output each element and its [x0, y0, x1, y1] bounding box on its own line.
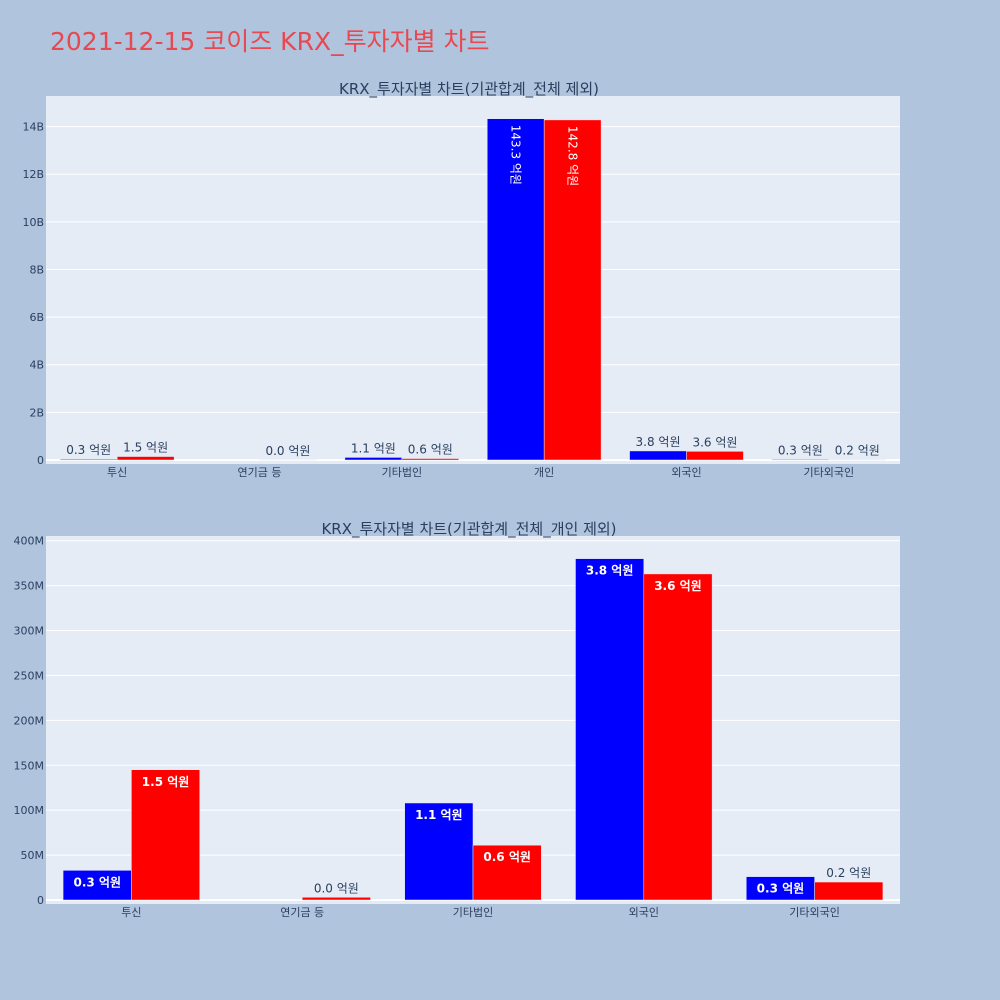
x-tick-label: 외국인 — [671, 466, 701, 479]
bar — [472, 844, 542, 901]
y-tick-label: 6B — [29, 311, 44, 324]
data-label: 3.8 억원 — [586, 564, 634, 578]
data-label: 3.8 억원 — [636, 435, 681, 449]
y-tick-label: 200M — [14, 714, 45, 727]
data-label: 1.1 억원 — [415, 808, 463, 822]
data-label: 0.6 억원 — [483, 850, 531, 864]
y-tick-label: 0 — [37, 454, 44, 467]
data-label: 0.6 억원 — [408, 443, 453, 457]
data-label: 1.5 억원 — [142, 775, 190, 789]
y-tick-label: 250M — [14, 669, 45, 682]
y-tick-label: 150M — [14, 759, 45, 772]
bar — [814, 881, 884, 901]
data-label: 142.8 억원 — [566, 126, 580, 186]
y-tick-label: 14B — [22, 121, 44, 134]
bar — [301, 897, 371, 901]
bar — [116, 456, 175, 461]
data-label: 1.5 억원 — [123, 441, 168, 455]
y-tick-label: 10B — [22, 216, 44, 229]
data-label: 1.1 억원 — [351, 441, 396, 455]
y-tick-label: 2B — [29, 406, 44, 419]
bar — [629, 450, 687, 461]
bar — [62, 870, 132, 901]
data-label: 0.0 억원 — [265, 444, 310, 458]
data-label: 143.3 억원 — [509, 125, 523, 185]
x-tick-label: 기타외국인 — [804, 466, 855, 479]
bar — [771, 459, 830, 461]
y-tick-label: 400M — [14, 535, 45, 548]
bar — [59, 458, 118, 461]
x-tick-label: 기타법인 — [453, 906, 493, 919]
data-label: 0.0 억원 — [314, 881, 359, 895]
chart-title-2: KRX_투자자별 차트(기관합계_전체_개인 제외) — [321, 520, 616, 539]
x-tick-label: 개인 — [534, 466, 554, 479]
y-tick-label: 300M — [14, 625, 45, 638]
page-title: 2021-12-15 코이즈 KRX_투자자별 차트 — [50, 27, 490, 56]
y-tick-label: 12B — [22, 168, 44, 181]
x-tick-label: 외국인 — [629, 906, 659, 919]
y-tick-label: 8B — [29, 263, 44, 276]
bar — [131, 769, 200, 901]
bar — [643, 573, 713, 901]
y-tick-label: 4B — [29, 359, 44, 372]
bar — [404, 802, 474, 901]
bar — [543, 119, 602, 461]
data-label: 0.2 억원 — [826, 866, 871, 880]
x-tick-label: 기타법인 — [382, 466, 422, 479]
data-label: 0.3 억원 — [778, 443, 823, 457]
y-tick-label: 100M — [14, 804, 45, 817]
y-tick-label: 0 — [37, 894, 44, 907]
chart-title-1: KRX_투자자별 차트(기관합계_전체 제외) — [339, 80, 599, 99]
data-label: 3.6 억원 — [692, 435, 737, 449]
x-tick-label: 연기금 등 — [280, 906, 324, 919]
y-tick-label: 350M — [14, 580, 45, 593]
x-tick-label: 연기금 등 — [238, 466, 282, 479]
x-tick-label: 투신 — [121, 906, 141, 919]
data-label: 0.3 억원 — [73, 875, 121, 889]
data-label: 0.2 억원 — [835, 444, 880, 458]
data-label: 3.6 억원 — [654, 579, 702, 593]
bar — [575, 558, 645, 901]
data-label: 0.3 억원 — [66, 443, 111, 457]
bar — [486, 118, 545, 461]
plot-area-1 — [46, 96, 900, 464]
x-tick-label: 투신 — [107, 466, 127, 479]
x-tick-label: 기타외국인 — [789, 906, 840, 919]
bar — [686, 451, 744, 461]
y-tick-label: 50M — [21, 849, 45, 862]
bar — [344, 457, 403, 461]
data-label: 0.3 억원 — [757, 882, 805, 896]
bar — [401, 458, 460, 461]
